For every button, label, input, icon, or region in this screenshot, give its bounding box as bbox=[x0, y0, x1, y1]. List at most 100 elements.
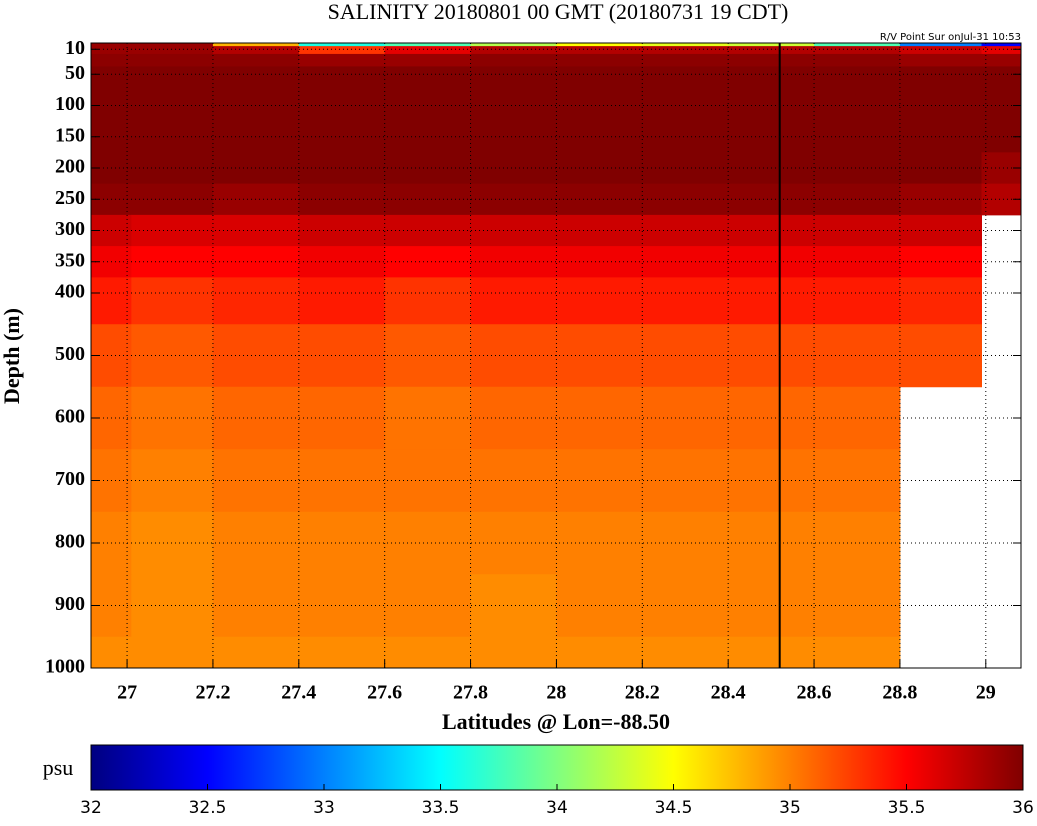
heat-cell bbox=[899, 246, 982, 278]
x-tick-label: 28.4 bbox=[711, 682, 746, 704]
heat-cell bbox=[642, 449, 729, 513]
heat-cell bbox=[728, 636, 815, 669]
heat-cell bbox=[470, 66, 557, 91]
heat-cell bbox=[899, 214, 982, 247]
heat-cell bbox=[91, 53, 132, 67]
y-tick-label: 600 bbox=[55, 406, 85, 428]
heat-cell bbox=[212, 511, 300, 575]
heat-cell bbox=[642, 53, 729, 67]
heat-cell bbox=[212, 277, 300, 325]
heat-cell bbox=[899, 46, 982, 55]
heat-cell bbox=[814, 214, 901, 247]
colorbar-tick-label: 32.5 bbox=[189, 798, 227, 818]
y-tick-label: 500 bbox=[55, 343, 85, 365]
y-tick-label: 1000 bbox=[45, 656, 85, 678]
heat-cell bbox=[470, 152, 557, 185]
heat-cell bbox=[814, 246, 901, 278]
heat-cell bbox=[91, 277, 132, 325]
heat-cell bbox=[981, 53, 1022, 67]
heat-cell bbox=[556, 43, 643, 47]
y-tick-label: 250 bbox=[55, 187, 85, 209]
heat-cell bbox=[470, 449, 557, 513]
heat-cell bbox=[814, 386, 901, 450]
heat-cell bbox=[131, 636, 214, 669]
x-tick-label: 29 bbox=[976, 682, 996, 704]
heat-cell bbox=[298, 246, 386, 278]
heat-cell bbox=[899, 66, 982, 91]
heat-cell bbox=[470, 386, 557, 450]
colorbar-tick-label: 34.5 bbox=[655, 798, 693, 818]
heat-cell bbox=[298, 89, 386, 122]
colorbar-tick-label: 34 bbox=[546, 798, 568, 818]
y-tick-label: 50 bbox=[65, 62, 85, 84]
heat-cell bbox=[212, 324, 300, 388]
heat-cell bbox=[298, 183, 386, 216]
heat-cell bbox=[814, 53, 901, 67]
heat-cell bbox=[91, 636, 132, 669]
heat-cell bbox=[642, 183, 729, 216]
x-tick-label: 28.2 bbox=[625, 682, 660, 704]
heat-cell bbox=[899, 89, 982, 122]
heat-cell bbox=[298, 121, 386, 153]
colorbar-label: psu bbox=[43, 755, 74, 780]
heat-cell bbox=[212, 89, 300, 122]
y-tick-label: 700 bbox=[55, 468, 85, 490]
heat-cell bbox=[642, 511, 729, 575]
annotation: R/V Point Sur onJul-31 10:53 bbox=[880, 32, 1021, 43]
x-tick-label: 27 bbox=[117, 682, 137, 704]
heat-cell bbox=[642, 574, 729, 638]
heat-cell bbox=[814, 121, 901, 153]
heat-cell bbox=[814, 324, 901, 388]
heat-cell bbox=[899, 324, 982, 388]
y-tick-label: 300 bbox=[55, 218, 85, 240]
heat-cell bbox=[899, 183, 982, 216]
heat-cell bbox=[131, 46, 214, 55]
y-tick-label: 200 bbox=[55, 156, 85, 178]
heat-cell bbox=[131, 43, 214, 47]
heat-cell bbox=[556, 66, 643, 91]
heat-cell bbox=[212, 43, 300, 47]
heat-cell bbox=[981, 66, 1022, 91]
colorbar-tick-label: 35.5 bbox=[888, 798, 926, 818]
heat-cell bbox=[212, 214, 300, 247]
heat-cell bbox=[131, 66, 214, 91]
heat-cell bbox=[298, 449, 386, 513]
chart-title: SALINITY 20180801 00 GMT (20180731 19 CD… bbox=[328, 0, 789, 24]
x-tick-label: 28.8 bbox=[882, 682, 917, 704]
x-tick-label: 27.2 bbox=[195, 682, 230, 704]
heat-cell bbox=[470, 214, 557, 247]
x-tick-label: 27.6 bbox=[367, 682, 402, 704]
heat-cell bbox=[642, 46, 729, 55]
heat-cell bbox=[212, 121, 300, 153]
x-tick-label: 27.8 bbox=[453, 682, 488, 704]
heat-cell bbox=[642, 121, 729, 153]
heat-cell bbox=[212, 246, 300, 278]
colorbar-tick-label: 32 bbox=[80, 798, 102, 818]
heat-cell bbox=[298, 386, 386, 450]
heat-cell bbox=[642, 43, 729, 47]
heat-cell bbox=[728, 277, 815, 325]
heat-cell bbox=[899, 43, 982, 47]
colorbar-tick-label: 33.5 bbox=[422, 798, 460, 818]
heat-cell bbox=[470, 121, 557, 153]
heat-cell bbox=[814, 66, 901, 91]
heat-cell bbox=[470, 46, 557, 55]
heat-cell bbox=[91, 66, 132, 91]
colorbar bbox=[90, 744, 1024, 791]
y-tick-label: 150 bbox=[55, 124, 85, 146]
y-tick-label: 100 bbox=[55, 93, 85, 115]
heat-cell bbox=[470, 246, 557, 278]
y-tick-label: 900 bbox=[55, 593, 85, 615]
heat-cell bbox=[298, 511, 386, 575]
heat-cell bbox=[298, 324, 386, 388]
heat-cell bbox=[298, 636, 386, 669]
heat-cell bbox=[470, 89, 557, 122]
heat-cell bbox=[556, 277, 643, 325]
heat-cell bbox=[298, 152, 386, 185]
heat-cell bbox=[470, 277, 557, 325]
heat-cell bbox=[642, 214, 729, 247]
heat-cell bbox=[814, 152, 901, 185]
y-axis-label: Depth (m) bbox=[0, 308, 24, 404]
